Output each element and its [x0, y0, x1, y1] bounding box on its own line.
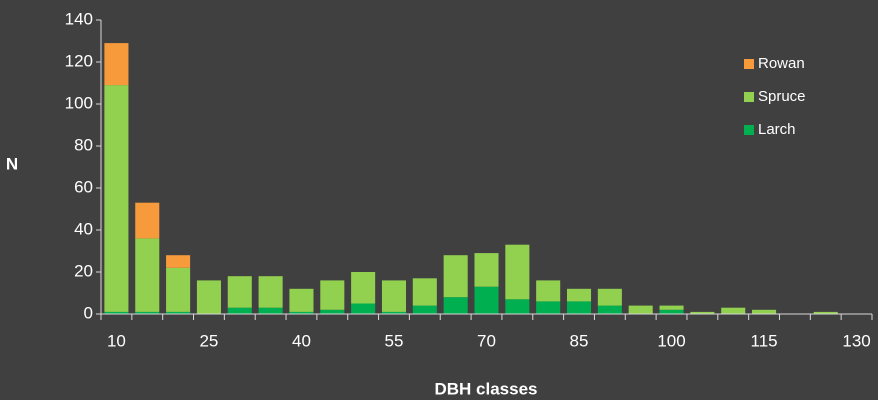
y-tick-label: 40	[74, 219, 93, 238]
y-tick-label: 60	[74, 177, 93, 196]
bar-segment	[474, 286, 499, 314]
x-tick-label: 130	[842, 331, 870, 350]
bar-segment	[381, 280, 407, 312]
y-tick-label: 20	[74, 261, 93, 280]
y-tick-label: 140	[65, 9, 93, 28]
bar-segment	[258, 276, 283, 308]
bar-segment	[135, 238, 160, 312]
bar-segment	[381, 311, 407, 314]
bar-segment	[566, 301, 592, 314]
bar-segment	[227, 307, 252, 314]
legend-swatch	[744, 125, 754, 135]
bar-segment	[289, 311, 314, 314]
legend-swatch	[744, 59, 754, 69]
y-axis-label: N	[6, 154, 18, 173]
x-tick-label: 55	[385, 331, 404, 350]
bar-segment	[135, 311, 160, 314]
bar-segment	[566, 288, 592, 302]
x-tick-label: 70	[477, 331, 496, 350]
x-tick-label: 25	[199, 331, 218, 350]
bar-segment	[196, 280, 221, 314]
bar-segment	[813, 311, 838, 314]
bar-segment	[536, 301, 561, 314]
x-tick-label: 100	[657, 331, 685, 350]
bar-segment	[135, 202, 160, 239]
bar-segment	[104, 43, 129, 86]
bar-segment	[351, 303, 376, 314]
bar-segment	[536, 280, 561, 302]
bar-segment	[166, 267, 191, 312]
y-tick-label: 0	[84, 303, 93, 322]
bar-segment	[505, 299, 530, 314]
bar-segment	[412, 305, 437, 314]
y-tick-label: 100	[65, 93, 93, 112]
bar-segment	[104, 85, 129, 312]
bar-segment	[690, 311, 715, 314]
bar-segment	[474, 253, 499, 287]
bar-segment	[320, 280, 345, 310]
bar-segment	[597, 288, 622, 306]
bar-segment	[597, 305, 622, 314]
legend-swatch	[744, 92, 754, 102]
x-tick-label: 115	[751, 331, 778, 350]
x-tick-label: 40	[292, 331, 311, 350]
bar-segment	[227, 276, 252, 308]
y-tick-label: 80	[74, 135, 93, 154]
bar-segment	[752, 309, 777, 314]
x-axis-label: DBH classes	[434, 379, 537, 398]
bar-segment	[166, 255, 191, 268]
bar-segment	[659, 309, 684, 314]
x-tick-label: 10	[107, 331, 126, 350]
x-tick-label: 85	[570, 331, 589, 350]
bar-segment	[258, 307, 283, 314]
bar-segment	[505, 244, 530, 300]
bar-segment	[289, 288, 314, 312]
bar-segment	[166, 311, 191, 314]
bar-segment	[721, 307, 746, 314]
bar-segment	[628, 305, 653, 314]
bar-segment	[320, 309, 345, 314]
legend-label: Rowan	[758, 55, 805, 72]
y-tick-label: 120	[65, 51, 93, 70]
bar-segment	[659, 305, 684, 310]
bar-segment	[443, 297, 468, 314]
legend-label: Spruce	[758, 88, 806, 105]
bar-segment	[412, 278, 437, 306]
bar-segment	[351, 272, 376, 304]
legend-label: Larch	[758, 121, 796, 138]
bar-segment	[104, 311, 129, 314]
bar-segment	[443, 255, 468, 298]
